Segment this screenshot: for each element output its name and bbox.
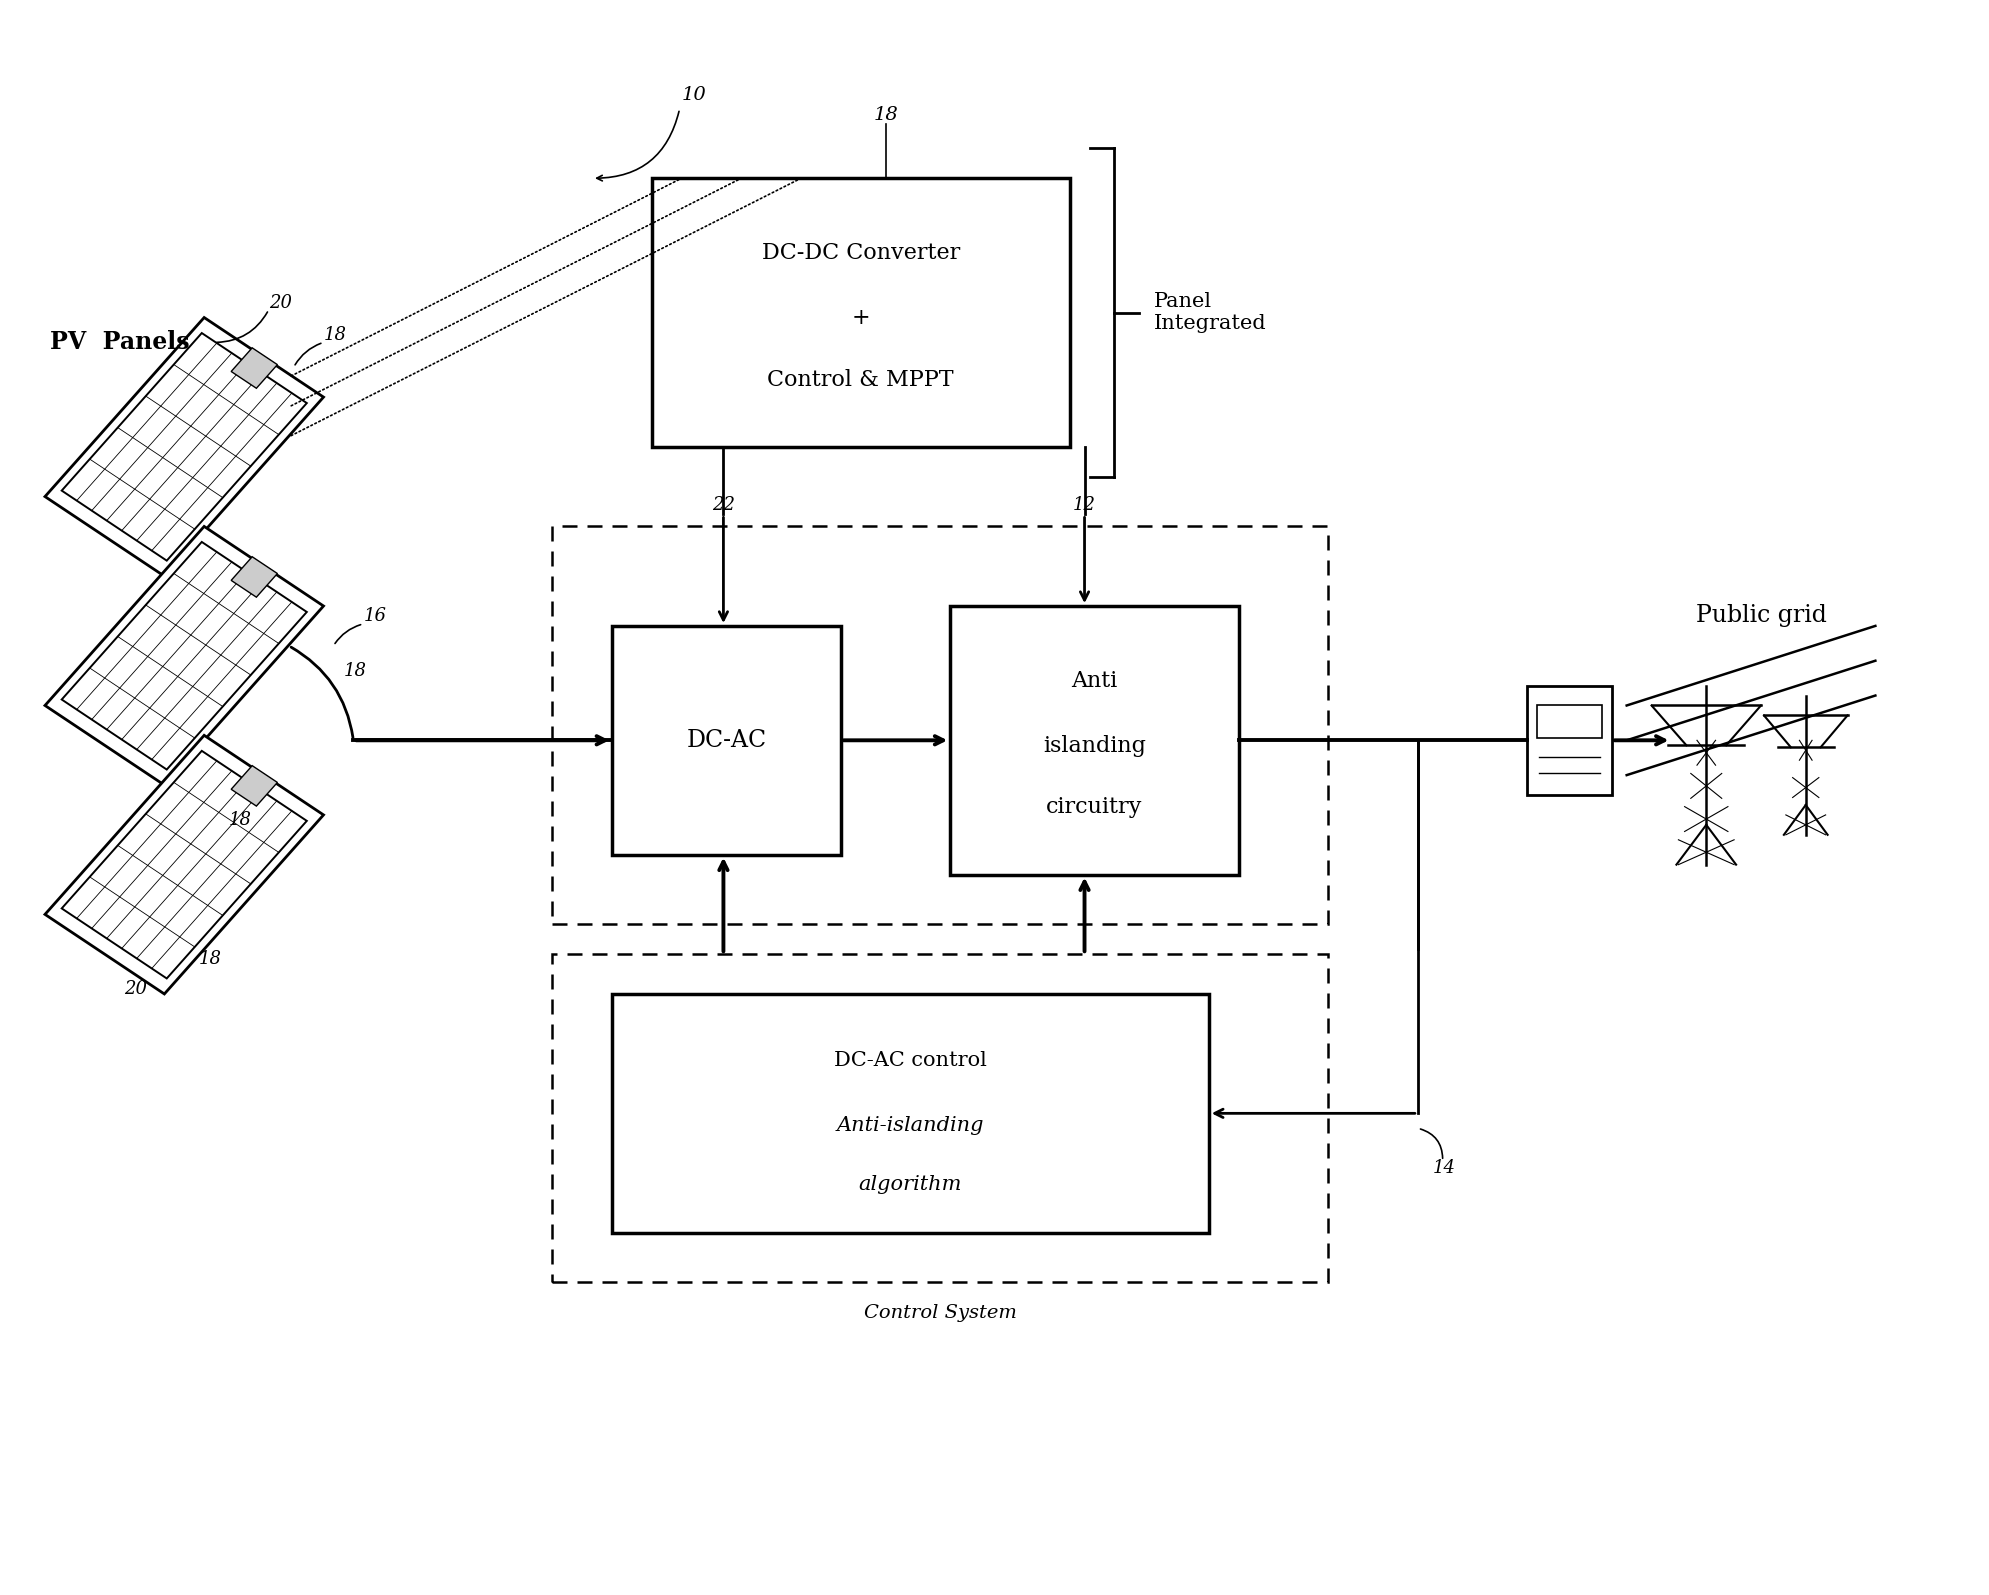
Polygon shape: [46, 526, 324, 785]
Text: 22: 22: [712, 496, 734, 515]
Text: Public grid: Public grid: [1695, 605, 1826, 627]
Bar: [1526, 686, 1611, 794]
Polygon shape: [46, 735, 324, 994]
Polygon shape: [231, 348, 276, 388]
Bar: [1536, 705, 1601, 738]
Text: circuitry: circuitry: [1046, 796, 1142, 818]
Bar: [951, 606, 1237, 874]
Text: 20: 20: [125, 979, 147, 998]
Text: 14: 14: [1432, 1160, 1456, 1177]
Text: Control & MPPT: Control & MPPT: [768, 368, 953, 391]
Text: 12: 12: [1072, 496, 1096, 515]
Text: 10: 10: [682, 86, 706, 104]
Bar: [553, 954, 1327, 1282]
Text: Anti-islanding: Anti-islanding: [835, 1116, 985, 1134]
Text: 18: 18: [873, 105, 897, 123]
Text: Anti: Anti: [1070, 670, 1118, 692]
Text: islanding: islanding: [1042, 735, 1146, 756]
Text: 18: 18: [344, 662, 366, 679]
Bar: [553, 526, 1327, 925]
Text: +: +: [851, 306, 869, 329]
Polygon shape: [231, 766, 276, 805]
Text: 18: 18: [199, 951, 223, 968]
Bar: [652, 179, 1068, 447]
Text: DC-AC control: DC-AC control: [833, 1051, 987, 1070]
Text: PV  Panels: PV Panels: [50, 330, 189, 354]
Text: DC-DC Converter: DC-DC Converter: [762, 242, 959, 265]
Bar: [613, 994, 1207, 1233]
Text: 18: 18: [324, 327, 346, 345]
Text: Panel
Integrated: Panel Integrated: [1154, 292, 1267, 333]
Text: 18: 18: [229, 810, 253, 829]
Text: 20: 20: [269, 293, 292, 311]
Polygon shape: [46, 317, 324, 576]
Polygon shape: [231, 557, 276, 597]
Text: algorithm: algorithm: [859, 1176, 961, 1195]
Bar: [613, 625, 841, 855]
Text: 16: 16: [364, 608, 386, 625]
Text: Control System: Control System: [863, 1305, 1016, 1322]
Text: DC-AC: DC-AC: [686, 729, 766, 751]
